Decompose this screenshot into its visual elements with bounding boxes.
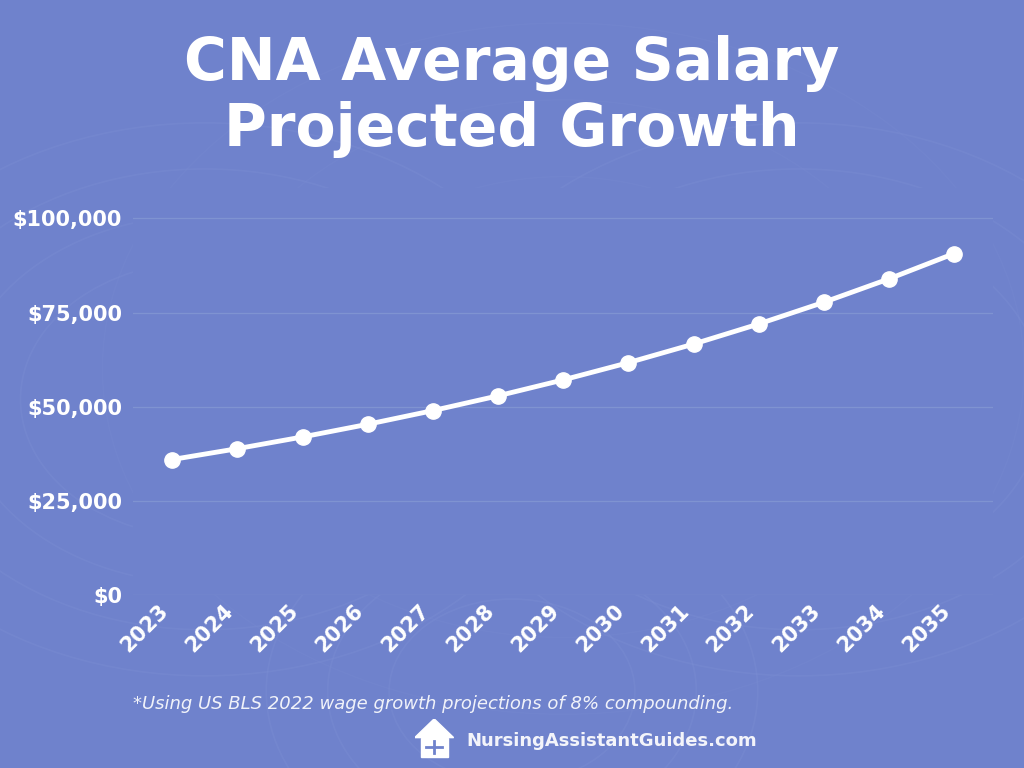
Text: CNA Average Salary
Projected Growth: CNA Average Salary Projected Growth: [184, 35, 840, 157]
Polygon shape: [415, 719, 454, 737]
Text: NursingAssistantGuides.com: NursingAssistantGuides.com: [466, 732, 757, 750]
Text: *Using US BLS 2022 wage growth projections of 8% compounding.: *Using US BLS 2022 wage growth projectio…: [133, 695, 733, 713]
FancyBboxPatch shape: [421, 737, 447, 756]
